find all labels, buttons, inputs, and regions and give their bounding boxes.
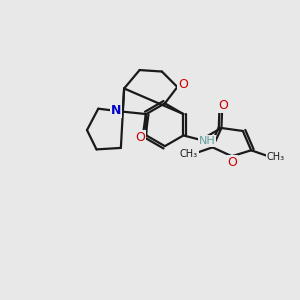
Text: O: O <box>219 99 229 112</box>
Text: N: N <box>111 104 121 117</box>
Text: CH₃: CH₃ <box>266 152 285 162</box>
Text: NH: NH <box>199 136 215 146</box>
Text: CH₃: CH₃ <box>180 149 198 159</box>
Text: O: O <box>227 156 237 169</box>
Text: O: O <box>178 78 188 91</box>
Text: O: O <box>136 131 146 144</box>
